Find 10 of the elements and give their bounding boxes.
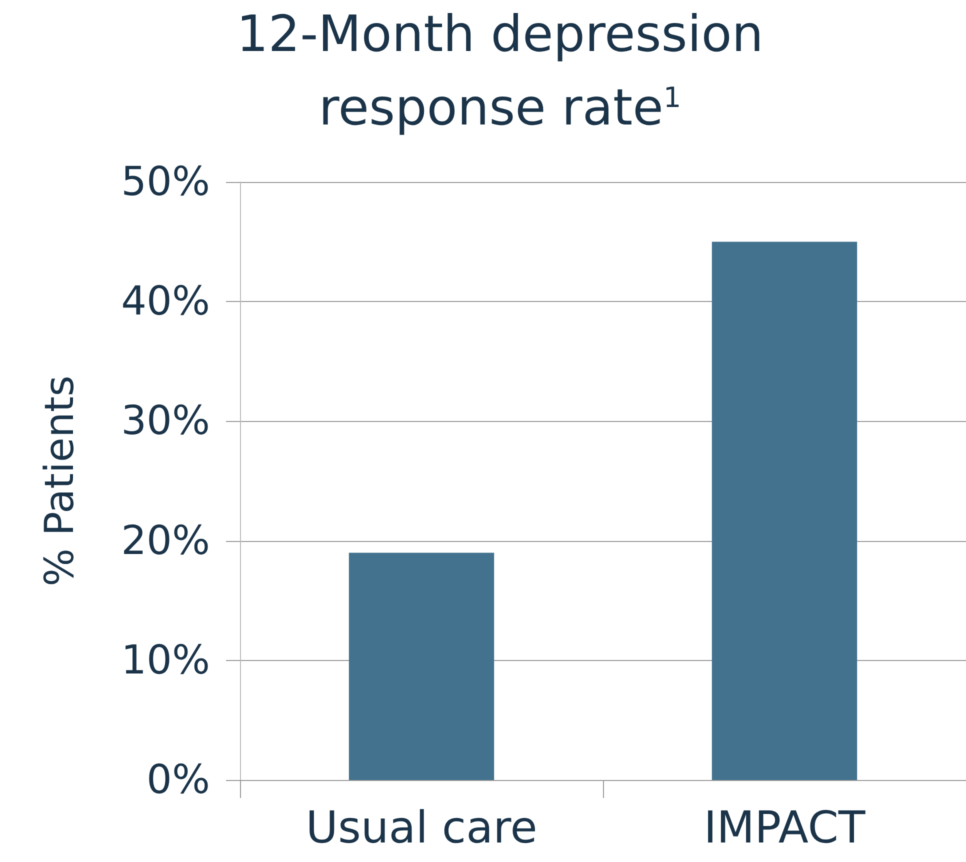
y-tick-label: 40% — [121, 278, 210, 325]
y-tick-label: 10% — [121, 637, 210, 684]
y-tick-label: 0% — [146, 757, 210, 803]
y-tick-label: 30% — [121, 398, 210, 444]
y-tick-label: 50% — [121, 159, 210, 205]
x-tick-label: Usual care — [306, 802, 538, 854]
y-tick-label: 20% — [121, 518, 210, 564]
x-tick-label: IMPACT — [704, 802, 866, 854]
chart-title: 12-Month depression response rate$^{1}$ — [235, 4, 764, 139]
y-axis-title: % Patients — [37, 376, 83, 586]
